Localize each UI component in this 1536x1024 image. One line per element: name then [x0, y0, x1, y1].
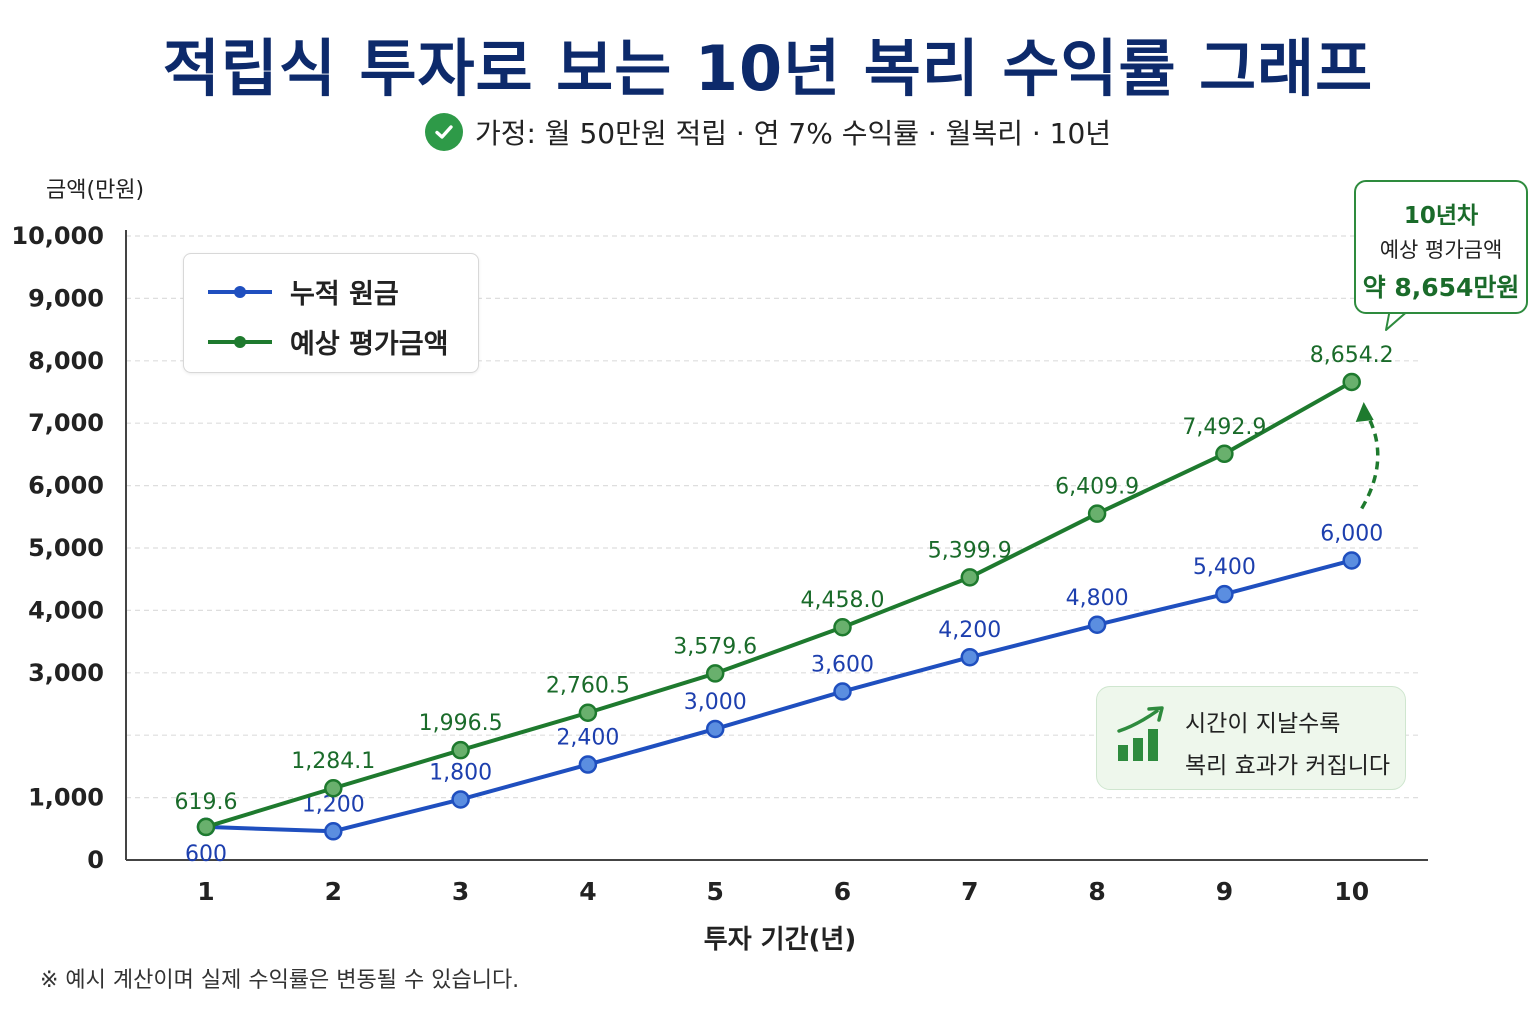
legend-marker-principal [234, 285, 246, 298]
subtitle-text: 가정: 월 50만원 적립 · 연 7% 수익률 · 월복리 · 10년 [474, 117, 1112, 150]
data-label-projected: 7,492.9 [1182, 415, 1266, 440]
compound-info-box: 시간이 지날수록 복리 효과가 커집니다 [1096, 686, 1406, 790]
x-tick-label: 2 [325, 877, 342, 906]
callout-value: 약 8,654만원 [1362, 273, 1520, 302]
y-axis-unit-label: 금액(만원) [46, 178, 145, 203]
page-title: 적립식 투자로 보는 10년 복리 수익률 그래프 [162, 32, 1374, 105]
data-point-principal [451, 790, 470, 809]
legend-label-principal: 누적 원금 [290, 279, 399, 310]
data-point-principal [1342, 551, 1361, 570]
info-line-1: 시간이 지날수록 [1185, 711, 1341, 737]
x-tick-label: 7 [961, 877, 978, 906]
data-label-projected: 6,409.9 [1055, 475, 1139, 500]
data-label-principal: 3,600 [811, 653, 874, 678]
data-label-projected: 619.6 [175, 790, 238, 815]
data-label-principal: 1,800 [429, 760, 492, 785]
callout-caption: 예상 평가금액 [1379, 238, 1503, 262]
x-axis-title: 투자 기간(년) [704, 925, 856, 955]
data-point-principal [578, 755, 598, 774]
y-tick-label: 8,000 [28, 347, 104, 375]
chart-legend: 누적 원금 예상 평가금액 [183, 253, 479, 373]
data-point-projected [324, 778, 343, 798]
y-tick-label: 0 [87, 846, 104, 874]
legend-item-projected: 예상 평가금액 [208, 322, 448, 361]
footnote: ※ 예시 계산이며 실제 수익률은 변동될 수 있습니다. [40, 968, 520, 993]
data-label-principal: 2,400 [556, 726, 619, 751]
y-tick-label: 10,000 [11, 222, 104, 250]
data-point-projected [705, 664, 725, 683]
series-line-projected [205, 380, 1353, 829]
growth-arrow [1360, 411, 1380, 510]
y-tick-label: 1,000 [28, 784, 104, 812]
data-point-projected [960, 568, 980, 587]
y-tick-label: 7,000 [28, 409, 104, 437]
data-label-projected: 5,399.9 [928, 538, 1012, 563]
data-point-projected [578, 703, 598, 722]
data-point-projected [1087, 504, 1107, 523]
y-tick-label: 3,000 [28, 659, 104, 687]
x-tick-label: 5 [706, 877, 723, 906]
legend-label-projected: 예상 평가금액 [290, 329, 449, 360]
data-label-projected: 1,284.1 [291, 749, 375, 774]
x-tick-label: 4 [579, 877, 596, 906]
data-point-principal [1215, 584, 1234, 604]
data-point-principal [324, 822, 343, 841]
data-label-principal: 5,400 [1193, 555, 1256, 580]
data-point-principal [705, 719, 725, 739]
data-point-projected [451, 740, 470, 760]
y-tick-label: 6,000 [28, 472, 104, 500]
y-tick-label: 9,000 [28, 284, 104, 312]
data-label-projected: 8,654.2 [1310, 343, 1394, 368]
data-point-principal [960, 647, 980, 667]
data-label-projected: 4,458.0 [801, 588, 885, 613]
data-label-principal: 3,000 [684, 690, 747, 715]
data-label-projected: 1,996.5 [419, 711, 503, 736]
data-label-principal: 6,000 [1320, 521, 1383, 546]
x-tick-label: 10 [1334, 877, 1369, 906]
x-tick-label: 8 [1088, 877, 1105, 906]
data-label-principal: 600 [185, 842, 227, 867]
y-tick-label: 4,000 [28, 596, 104, 624]
callout-year: 10년차 [1403, 203, 1479, 229]
check-circle-icon [424, 113, 463, 151]
data-point-projected [1215, 444, 1234, 464]
year10-callout: 10년차 예상 평가금액 약 8,654만원 [1354, 180, 1528, 314]
legend-line-projected [208, 335, 272, 348]
data-label-projected: 2,760.5 [546, 674, 630, 699]
data-label-principal: 4,800 [1066, 586, 1129, 611]
info-line-2: 복리 효과가 커집니다 [1185, 753, 1391, 779]
x-tick-label: 1 [197, 877, 214, 906]
legend-marker-projected [234, 335, 246, 348]
data-point-projected [1342, 372, 1361, 392]
growth-arrowhead [1355, 402, 1374, 423]
x-tick-label: 6 [834, 877, 851, 906]
x-tick-label: 3 [452, 877, 469, 906]
data-point-projected [196, 817, 216, 837]
y-tick-label: 5,000 [28, 534, 104, 562]
legend-item-principal: 누적 원금 [208, 272, 399, 311]
assumption-subtitle: 가정: 월 50만원 적립 · 연 7% 수익률 · 월복리 · 10년 [0, 112, 1536, 152]
data-label-principal: 4,200 [938, 618, 1001, 643]
data-label-projected: 3,579.6 [673, 634, 757, 659]
data-point-principal [833, 682, 852, 701]
data-point-principal [1087, 615, 1107, 635]
x-tick-label: 9 [1216, 877, 1233, 906]
growth-chart-icon [1117, 706, 1164, 761]
series-line-principal [205, 558, 1353, 834]
legend-line-principal [208, 285, 272, 298]
data-point-projected [833, 617, 852, 637]
